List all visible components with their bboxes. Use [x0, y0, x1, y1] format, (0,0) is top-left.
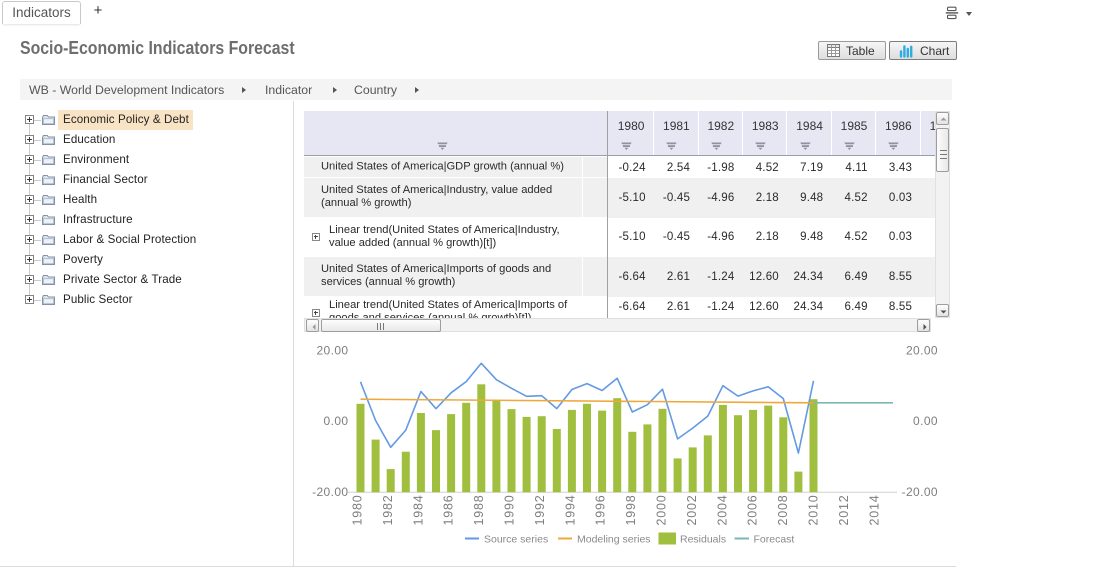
svg-text:1980: 1980: [351, 494, 365, 525]
svg-text:Residuals: Residuals: [680, 534, 726, 546]
svg-text:2000: 2000: [655, 494, 669, 525]
svg-text:1988: 1988: [472, 494, 486, 525]
svg-text:0.00: 0.00: [913, 414, 938, 428]
svg-text:20.00: 20.00: [316, 343, 348, 357]
svg-text:1984: 1984: [411, 494, 425, 525]
svg-text:2010: 2010: [807, 494, 821, 525]
svg-text:2002: 2002: [685, 494, 699, 525]
svg-text:2008: 2008: [776, 494, 790, 525]
svg-text:2012: 2012: [837, 494, 851, 525]
svg-text:-20.00: -20.00: [312, 485, 348, 499]
svg-text:1992: 1992: [533, 494, 547, 525]
svg-text:2014: 2014: [867, 494, 881, 525]
svg-text:1994: 1994: [563, 494, 577, 525]
svg-text:1982: 1982: [381, 494, 395, 525]
svg-text:1986: 1986: [442, 494, 456, 525]
svg-text:Modeling series: Modeling series: [577, 534, 651, 546]
svg-text:2004: 2004: [715, 494, 729, 525]
svg-text:1990: 1990: [503, 494, 517, 525]
svg-text:-20.00: -20.00: [902, 485, 938, 499]
svg-text:Source series: Source series: [484, 534, 548, 546]
svg-text:Forecast: Forecast: [754, 534, 795, 546]
svg-text:0.00: 0.00: [324, 414, 349, 428]
svg-text:2006: 2006: [746, 494, 760, 525]
svg-text:1996: 1996: [594, 494, 608, 525]
svg-text:1998: 1998: [624, 494, 638, 525]
svg-text:20.00: 20.00: [906, 343, 938, 357]
